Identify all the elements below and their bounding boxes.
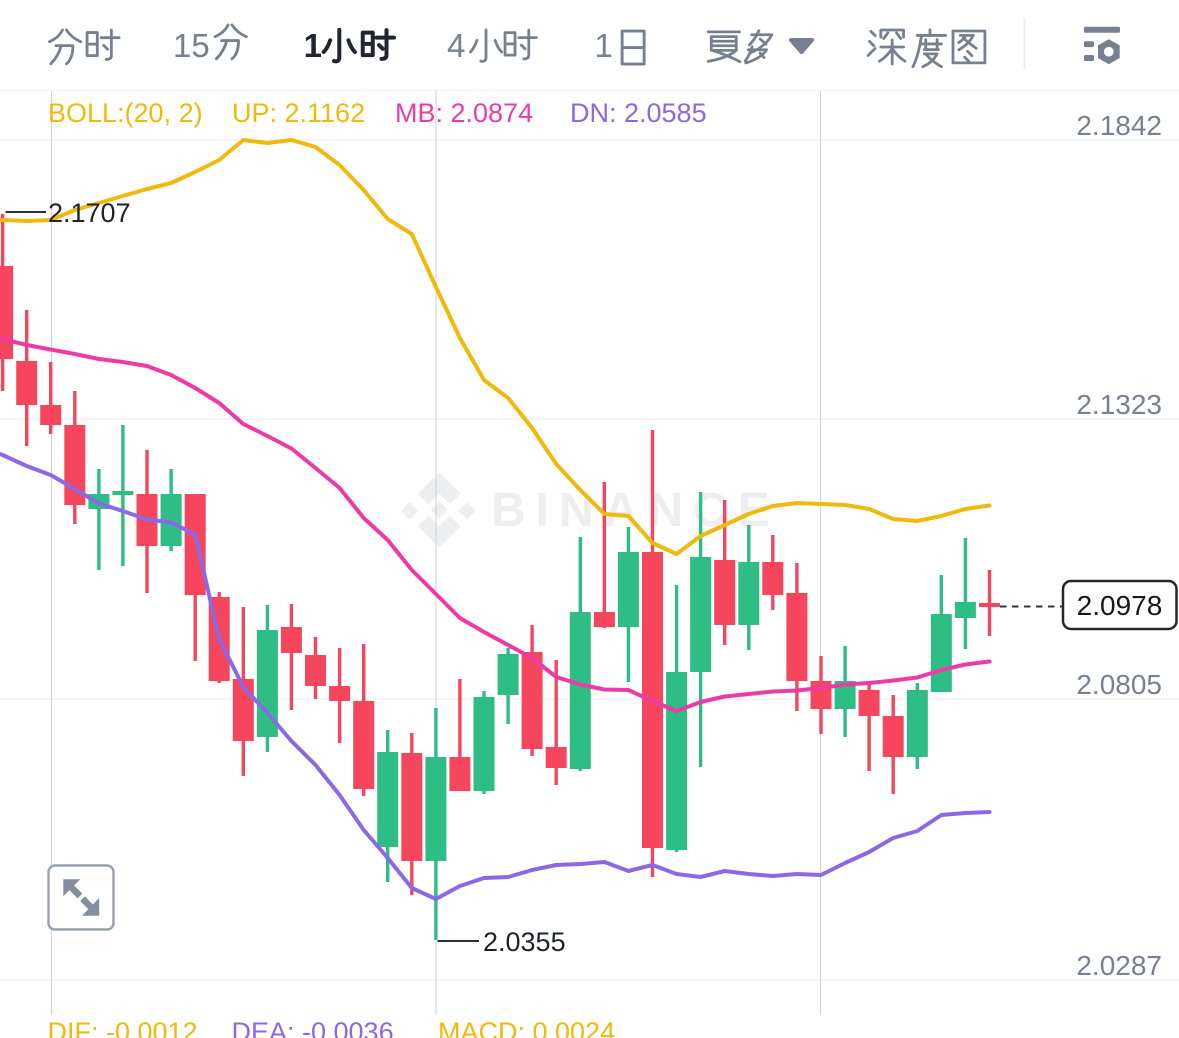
svg-text:UP: 2.1162: UP: 2.1162 — [232, 98, 365, 128]
svg-text:2.1323: 2.1323 — [1076, 389, 1162, 420]
svg-text:2.0287: 2.0287 — [1076, 950, 1162, 981]
svg-text:2.0805: 2.0805 — [1076, 669, 1162, 700]
svg-text:BOLL:(20, 2): BOLL:(20, 2) — [48, 98, 203, 128]
svg-text:MB: 2.0874: MB: 2.0874 — [395, 98, 533, 128]
svg-text:1: 1 — [595, 27, 613, 64]
svg-text:4: 4 — [447, 27, 465, 64]
svg-text:15: 15 — [173, 27, 210, 64]
svg-text:DN: 2.0585: DN: 2.0585 — [570, 98, 707, 128]
svg-text:2.0978: 2.0978 — [1077, 590, 1163, 621]
svg-text:1: 1 — [304, 27, 322, 64]
svg-text:DEA: -0.0036: DEA: -0.0036 — [232, 1017, 394, 1038]
svg-text:2.1842: 2.1842 — [1076, 110, 1162, 141]
svg-text:MACD: 0.0024: MACD: 0.0024 — [438, 1017, 615, 1038]
svg-text:DIF: -0.0012: DIF: -0.0012 — [48, 1017, 198, 1038]
svg-text:2.1707: 2.1707 — [48, 198, 131, 228]
svg-text:BINANCE: BINANCE — [491, 484, 780, 537]
svg-text:2.0355: 2.0355 — [483, 927, 566, 957]
